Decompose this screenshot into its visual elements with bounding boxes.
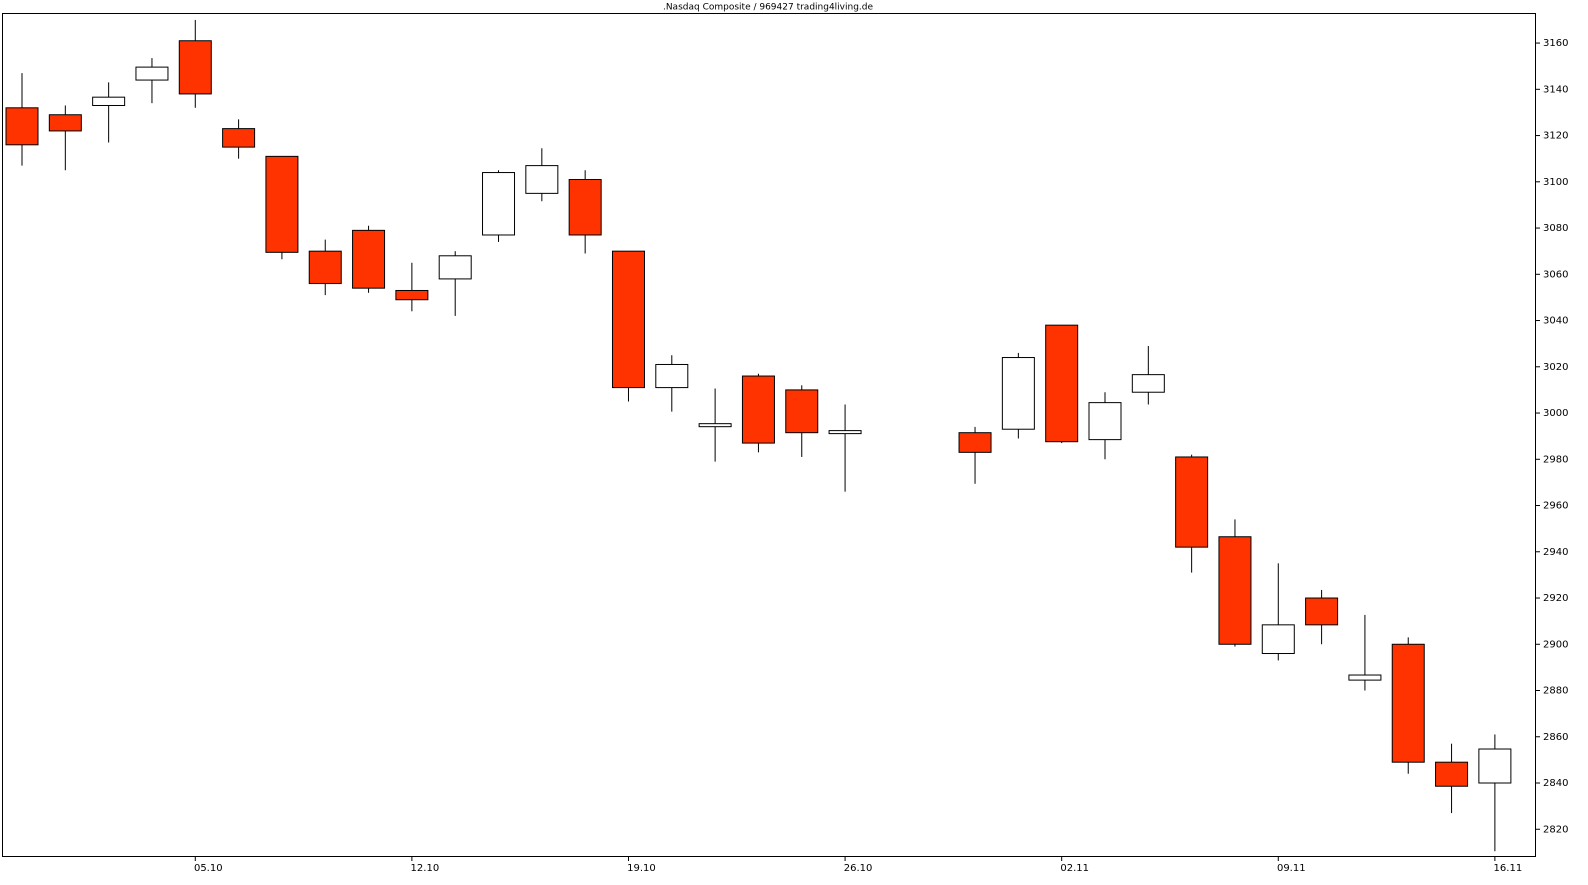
y-tick-label: 2920 <box>1543 593 1568 604</box>
candle-body <box>1218 536 1252 645</box>
candle-body <box>568 178 602 236</box>
candle-body <box>178 40 212 95</box>
candle-body <box>611 250 645 389</box>
y-tick-label: 2960 <box>1543 501 1568 512</box>
y-tick-label: 2900 <box>1543 639 1568 650</box>
candle-body <box>1001 357 1035 430</box>
chart-title: .Nasdaq Composite / 969427 trading4livin… <box>663 3 874 13</box>
candle-body <box>352 229 386 289</box>
candle-body <box>135 66 169 81</box>
candle-body <box>785 389 819 434</box>
y-tick-label: 2880 <box>1543 686 1568 697</box>
y-tick-label: 3020 <box>1543 362 1568 373</box>
candle-body <box>1175 456 1209 548</box>
y-tick-label: 3040 <box>1543 316 1568 327</box>
candle-body <box>1045 324 1079 443</box>
candle-body <box>92 96 126 106</box>
candle-body <box>1088 402 1122 441</box>
y-tick-label: 3100 <box>1543 177 1568 188</box>
candle-body <box>741 375 775 444</box>
x-tick-label: 16.11 <box>1494 863 1523 874</box>
x-tick-label: 26.10 <box>844 863 873 874</box>
y-tick-label: 2980 <box>1543 454 1568 465</box>
candle-body <box>438 255 472 280</box>
x-tick-label: 02.11 <box>1060 863 1089 874</box>
candle-body <box>828 430 862 435</box>
candle-body <box>222 128 256 148</box>
x-tick-label: 19.10 <box>627 863 656 874</box>
candle-body <box>958 432 992 453</box>
candle-body <box>48 114 82 132</box>
y-tick-label: 2820 <box>1543 824 1568 835</box>
candle-body <box>525 165 559 194</box>
y-tick-label: 3120 <box>1543 131 1568 142</box>
y-tick-label: 3060 <box>1543 269 1568 280</box>
candle-body <box>1391 643 1425 763</box>
y-tick-label: 3160 <box>1543 38 1568 49</box>
candle-body <box>1435 761 1469 787</box>
y-tick-label: 3140 <box>1543 84 1568 95</box>
y-tick-label: 3080 <box>1543 223 1568 234</box>
candle-body <box>1305 597 1339 626</box>
candle-body <box>265 155 299 253</box>
candle-body <box>308 250 342 285</box>
y-tick-label: 2840 <box>1543 778 1568 789</box>
x-tick-label: 09.11 <box>1277 863 1306 874</box>
y-tick-label: 2860 <box>1543 732 1568 743</box>
candle-body <box>5 107 39 146</box>
candle-body <box>1261 624 1295 655</box>
y-tick-label: 2940 <box>1543 547 1568 558</box>
candle-body <box>1478 748 1512 784</box>
y-tick-label: 3000 <box>1543 408 1568 419</box>
candle-body <box>698 423 732 428</box>
candle-body <box>655 363 689 389</box>
candle-body <box>395 289 429 301</box>
x-tick-label: 05.10 <box>194 863 223 874</box>
candle-body <box>1348 674 1382 681</box>
candle-body <box>482 172 516 236</box>
x-tick-label: 12.10 <box>411 863 440 874</box>
candle-body <box>1131 374 1165 393</box>
